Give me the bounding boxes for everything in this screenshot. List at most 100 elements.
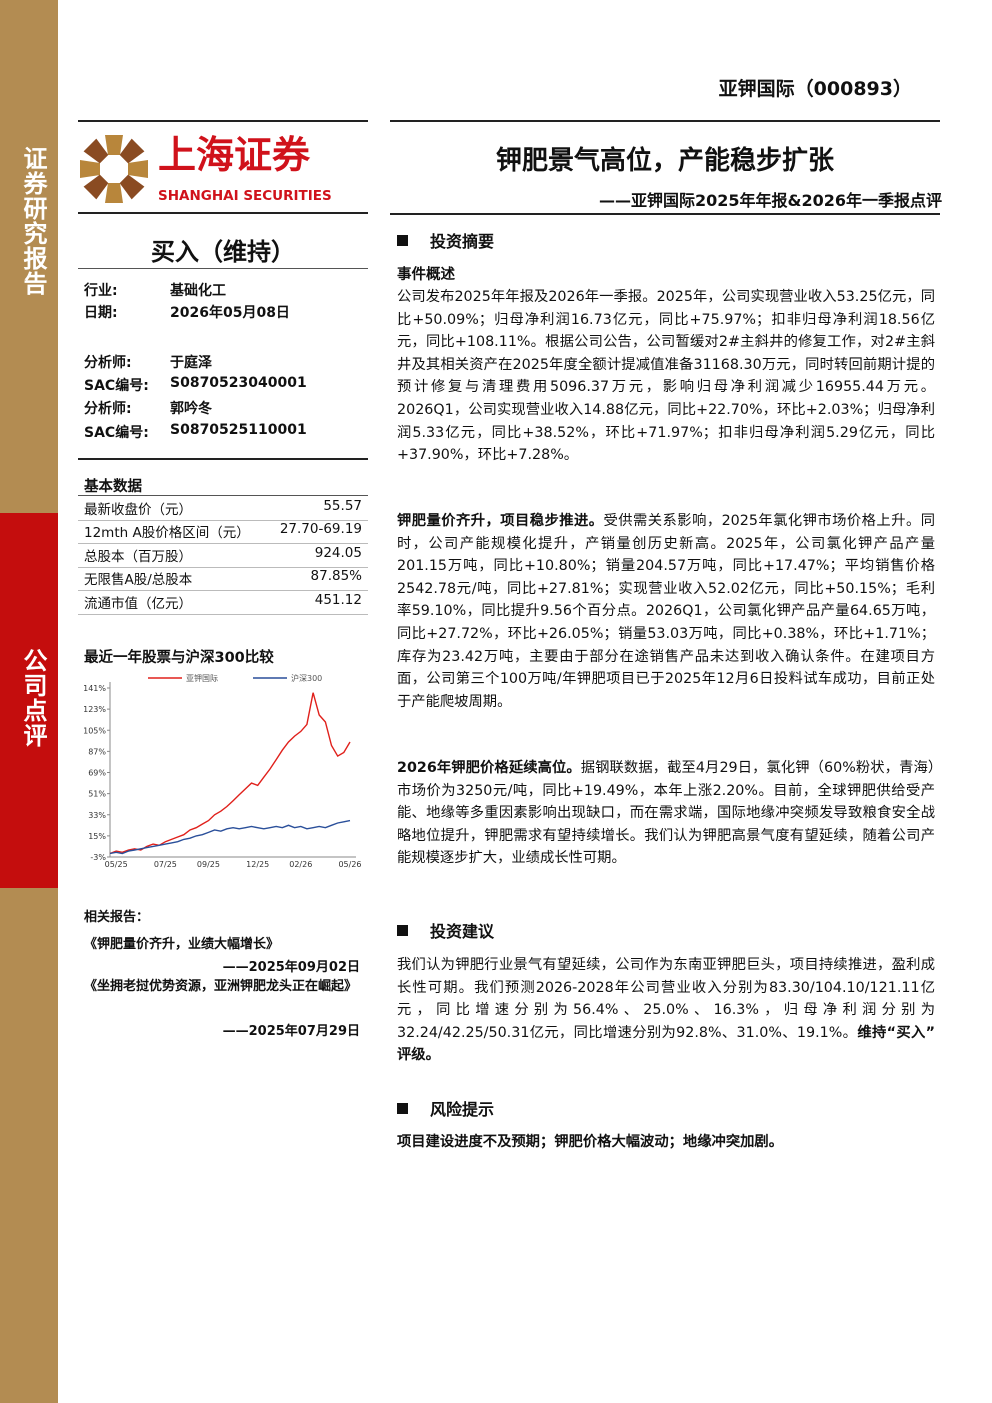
- info-label: SAC编号:: [84, 378, 149, 394]
- basic-data-label: 最新收盘价（元）: [84, 502, 192, 518]
- rule: [78, 495, 368, 496]
- info-row: 分析师: 郭吟冬: [84, 398, 212, 418]
- paragraph: 我们认为钾肥行业景气有望延续，公司作为东南亚钾肥巨头，项目持续推进，盈利成长性可…: [397, 954, 935, 1067]
- basic-data-row: 12mth A股价格区间（元） 27.70-69.19: [84, 521, 362, 541]
- logo-english: SHANGHAI SECURITIES: [158, 188, 332, 204]
- heading-text: 投资建议: [430, 922, 495, 941]
- x-tick-label: 02/26: [289, 860, 312, 869]
- info-row: 日期: 2026年05月08日: [84, 302, 290, 322]
- paragraph: 钾肥量价齐升，项目稳步推进。受供需关系影响，2025年氯化钾市场价格上升。同时，…: [397, 510, 935, 713]
- y-tick-label: 123%: [83, 705, 106, 714]
- x-tick-label: 05/25: [105, 860, 128, 869]
- basic-data-value: 451.12: [314, 591, 362, 608]
- paragraph-text: 据钢联数据，截至4月29日，氯化钾（60%粉状，青海）市场价为3250元/吨，同…: [397, 760, 935, 867]
- paragraph-lead: 2026年钾肥价格延续高位。: [397, 760, 581, 776]
- y-tick-label: 69%: [88, 769, 106, 778]
- heading-text: 投资摘要: [430, 232, 495, 251]
- y-tick-label: 105%: [83, 726, 106, 735]
- info-label: 日期:: [84, 305, 118, 321]
- x-tick-label: 12/25: [246, 860, 269, 869]
- paragraph-text: 我们认为钾肥行业景气有望延续，公司作为东南亚钾肥巨头，项目持续推进，盈利成长性可…: [397, 957, 935, 1041]
- info-row: SAC编号: S0870525110001: [84, 422, 307, 442]
- info-value: S0870523040001: [170, 375, 307, 391]
- section-heading: 风险提示: [397, 1096, 494, 1120]
- series-line: [109, 692, 351, 855]
- legend-label: 亚钾国际: [186, 674, 218, 683]
- heading-text: 风险提示: [430, 1100, 495, 1119]
- paragraph: 公司发布2025年年报及2026年一季报。2025年，公司实现营业收入53.25…: [397, 286, 935, 467]
- info-row: 分析师: 于庭泽: [84, 352, 212, 372]
- report-subtitle: ——亚钾国际2025年年报&2026年一季报点评: [598, 191, 942, 210]
- subheading: 事件概述: [397, 267, 455, 283]
- company-code: 亚钾国际（000893）: [718, 78, 912, 100]
- basic-data-value: 55.57: [323, 498, 362, 514]
- y-tick-label: -3%: [90, 853, 106, 862]
- paragraph: 2026年钾肥价格延续高位。据钢联数据，截至4月29日，氯化钾（60%粉状，青海…: [397, 757, 935, 870]
- series-line: [109, 819, 351, 855]
- basic-data-value: 924.05: [314, 544, 362, 561]
- info-value: 基础化工: [170, 283, 226, 299]
- y-tick-label: 15%: [88, 832, 106, 841]
- related-report-title: 《坐拥老挝优势资源，亚洲钾肥龙头正在崛起》: [84, 979, 358, 994]
- basic-data-title: 基本数据: [84, 479, 142, 495]
- info-label: 分析师:: [84, 355, 132, 371]
- info-row: SAC编号: S0870523040001: [84, 375, 307, 395]
- related-report-date: ——2025年09月02日: [222, 960, 360, 975]
- info-label: 行业:: [84, 283, 118, 299]
- x-tick-label: 09/25: [197, 860, 220, 869]
- basic-data-row: 无限售A股/总股本 87.85%: [84, 568, 362, 588]
- basic-data-label: 流通市值（亿元）: [84, 595, 192, 612]
- sidebar-highlight: [0, 513, 58, 888]
- basic-data-label: 12mth A股价格区间（元）: [84, 525, 250, 542]
- related-report-title: 《钾肥量价齐升，业绩大幅增长》: [84, 937, 280, 952]
- row-rule: [78, 613, 368, 615]
- paragraph-text: 公司发布2025年年报及2026年一季报。2025年，公司实现营业收入53.25…: [397, 289, 935, 464]
- info-label: 分析师:: [84, 401, 132, 417]
- row-rule: [78, 590, 368, 592]
- heading-marker: [397, 925, 408, 936]
- rule: [78, 212, 368, 214]
- rule: [78, 458, 368, 460]
- report-title: 钾肥景气高位，产能稳步扩张: [495, 146, 834, 176]
- logo-mark: [80, 135, 148, 203]
- logo: 上海证券 SHANGHAI SECURITIES: [80, 133, 332, 204]
- heading-marker: [397, 235, 408, 246]
- info-value: 郭吟冬: [170, 401, 212, 417]
- related-title: 相关报告：: [84, 910, 150, 925]
- basic-data-value: 27.70-69.19: [279, 521, 362, 538]
- row-rule: [78, 543, 368, 545]
- y-tick-label: 141%: [83, 684, 106, 693]
- paragraph-tail: 维持“买入”评级。: [397, 1024, 935, 1064]
- rule: [390, 120, 940, 122]
- section-heading: 投资建议: [397, 918, 494, 942]
- basic-data-label: 无限售A股/总股本: [84, 572, 193, 589]
- sidebar-label: 公司点评: [19, 648, 47, 748]
- section-heading: 投资摘要: [397, 228, 494, 252]
- y-tick-label: 51%: [88, 790, 106, 799]
- info-value: 于庭泽: [170, 355, 212, 371]
- chart-title: 最近一年股票与沪深300比较: [84, 650, 274, 666]
- row-rule: [78, 566, 368, 568]
- basic-data-value: 87.85%: [310, 568, 362, 585]
- chart: 141% 123% 105% 87% 69% 51% 33% 15% -3%05/25 07/25…: [83, 673, 361, 869]
- sidebar-label: 证券研究报告: [19, 146, 47, 296]
- rule: [78, 268, 368, 269]
- heading-marker: [397, 1103, 408, 1114]
- basic-data-row: 最新收盘价（元） 55.57: [84, 498, 362, 518]
- related-report-date: ——2025年07月29日: [222, 1024, 360, 1039]
- legend-label: 沪深300: [291, 673, 322, 683]
- x-tick-label: 05/26: [338, 860, 361, 869]
- basic-data-row: 总股本（百万股） 924.05: [84, 545, 362, 565]
- paragraph: 项目建设进度不及预期；钾肥价格大幅波动；地缘冲突加剧。: [397, 1131, 935, 1154]
- y-tick-label: 87%: [88, 747, 106, 756]
- rule: [390, 213, 940, 215]
- rating: 买入（维持）: [151, 238, 295, 266]
- info-row: 行业: 基础化工: [84, 280, 226, 300]
- paragraph-lead: 项目建设进度不及预期；钾肥价格大幅波动；地缘冲突加剧。: [397, 1134, 784, 1150]
- basic-data-label: 总股本（百万股）: [84, 548, 192, 565]
- paragraph-text: 受供需关系影响，2025年氯化钾市场价格上升。同时，公司产能规模化提升，产销量创…: [397, 513, 935, 710]
- paragraph-lead: 钾肥量价齐升，项目稳步推进。: [397, 513, 604, 529]
- row-rule: [78, 520, 368, 521]
